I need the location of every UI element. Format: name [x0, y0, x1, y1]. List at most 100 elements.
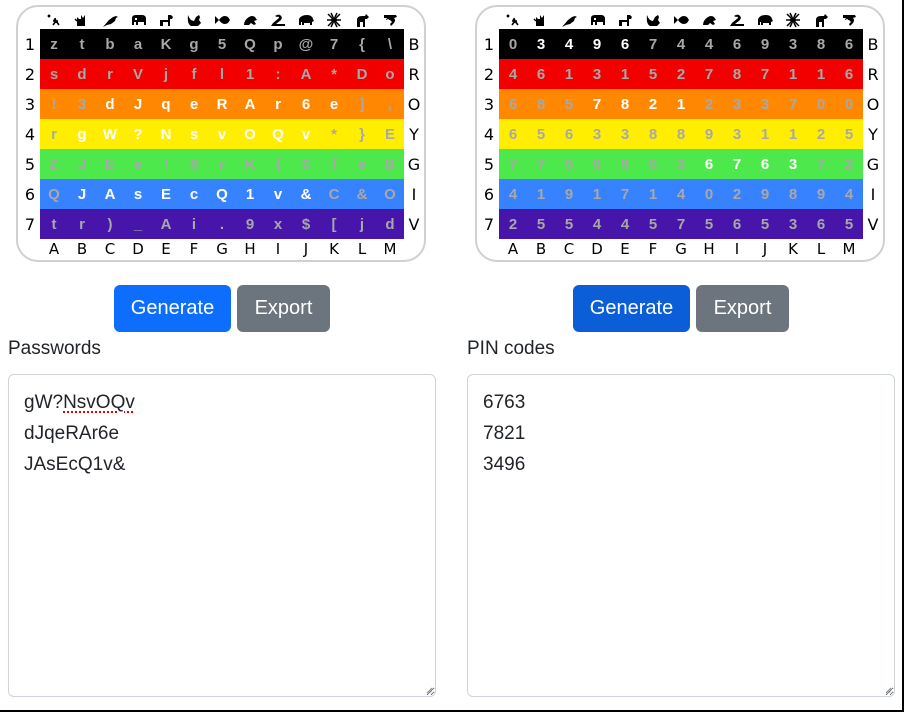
grid-cell: s: [49, 65, 59, 83]
grid-cell: 4: [508, 185, 518, 203]
grid-cell: Q: [244, 35, 256, 53]
row-color-label: I: [870, 184, 876, 204]
grid-cell: Q: [48, 185, 60, 203]
grid-cell: O: [384, 185, 396, 203]
grid-cell: 4: [592, 215, 602, 233]
grid-cell: K: [160, 35, 172, 53]
grid-cell: 3: [592, 65, 602, 83]
grid-cell-highlighted: s: [133, 185, 143, 203]
export-passwords-button[interactable]: Export: [237, 285, 330, 332]
grid-cell: 4: [620, 215, 630, 233]
column-letter-label: L: [357, 240, 367, 258]
grid-cell: D: [356, 65, 368, 83]
grid-cell: 2: [816, 125, 826, 143]
grid-cell: B: [384, 155, 396, 173]
column-letter-label: C: [563, 240, 575, 258]
grid-cell: 5: [564, 95, 574, 113]
grid-cell: {: [359, 35, 365, 53]
generate-pins-button[interactable]: Generate: [573, 285, 690, 332]
grid-cell: !: [51, 95, 57, 113]
cat-icon: [68, 9, 96, 31]
grid-cell: b: [105, 35, 115, 53]
generate-passwords-button[interactable]: Generate: [114, 285, 231, 332]
password-line: gW?NsvOQv: [24, 387, 420, 418]
spellcheck-underline: NsvOQv: [63, 392, 135, 413]
column-letter-label: G: [675, 240, 687, 258]
fish-icon: [667, 9, 695, 31]
grid-cell: 6: [732, 215, 742, 233]
grid-cell: r: [107, 65, 113, 83]
export-pins-button[interactable]: Export: [696, 285, 789, 332]
elephant-icon: [124, 9, 152, 31]
grid-cell: 7: [676, 215, 686, 233]
column-letter-label: H: [244, 240, 256, 258]
grid-cell: t: [51, 215, 57, 233]
grid-cell: 5: [844, 125, 854, 143]
animal-icons-header: [40, 9, 404, 31]
passwords-textarea[interactable]: gW?NsvOQv dJqeRAr6e JAsEcQ1v&: [8, 374, 436, 697]
grid-cell: 3: [788, 215, 798, 233]
grid-cell: 4: [508, 65, 518, 83]
grid-cell: Z: [49, 155, 59, 173]
row-color-label: R: [867, 64, 879, 84]
grid-cell: 7: [816, 155, 826, 173]
grid-cell-highlighted: 3: [536, 35, 546, 53]
row-color-label: G: [866, 154, 880, 174]
row-number-labels: 1 2 3 4 5 6 7: [20, 29, 40, 239]
grid-cell: E: [104, 155, 115, 173]
grid-cell: 3: [788, 35, 798, 53]
grid-cell: 1: [788, 65, 798, 83]
grid-cell: 6: [732, 35, 742, 53]
dog-icon: [611, 9, 639, 31]
row-number-label: 2: [483, 64, 495, 84]
grid-cell: t: [79, 35, 85, 53]
grid-cell: z: [50, 35, 58, 53]
row-color-label: V: [408, 214, 420, 234]
column-letter-label: G: [216, 240, 228, 258]
grid-cell: 9: [564, 185, 574, 203]
grid-cell-highlighted: v: [273, 185, 283, 203]
grid-cell-highlighted: O: [244, 125, 256, 143]
column-letter-label: B: [76, 240, 88, 258]
grid-cell: 7: [648, 35, 658, 53]
row-number-label: 3: [24, 94, 36, 114]
resize-grip-icon[interactable]: [884, 686, 892, 694]
grid-cell: 5: [536, 215, 546, 233]
row-color-label: O: [407, 94, 421, 114]
grid-cell: 5: [648, 215, 658, 233]
grid-cell: o: [385, 65, 395, 83]
shrimp-icon: [835, 9, 863, 31]
grid-cell: 9: [245, 215, 255, 233]
grid-cell: 0: [508, 35, 518, 53]
window-border-right: [902, 0, 904, 712]
row-number-label: 3: [483, 94, 495, 114]
row-number-label: 5: [24, 154, 36, 174]
grid-cell-highlighted: 7: [732, 155, 742, 173]
grid-cell-highlighted: Q: [216, 185, 228, 203]
grid-cell: 6: [508, 125, 518, 143]
grid-cell: 8: [816, 35, 826, 53]
grid-cell: f: [331, 155, 337, 173]
snake-icon: [264, 9, 292, 31]
grid-cell: 6: [536, 65, 546, 83]
grid-cell: A: [300, 65, 312, 83]
resize-grip-icon[interactable]: [425, 686, 433, 694]
grid-cell: d: [77, 65, 87, 83]
pins-textarea[interactable]: 6763 7821 3496: [467, 374, 895, 697]
grid-cell: E: [384, 125, 395, 143]
grid-cell: 0: [844, 95, 854, 113]
grid-cell: 7: [620, 185, 630, 203]
grid-cell: g: [189, 35, 199, 53]
grid-cell-highlighted: q: [161, 95, 171, 113]
grid-cell: [: [331, 215, 337, 233]
row-color-label: Y: [409, 124, 419, 144]
